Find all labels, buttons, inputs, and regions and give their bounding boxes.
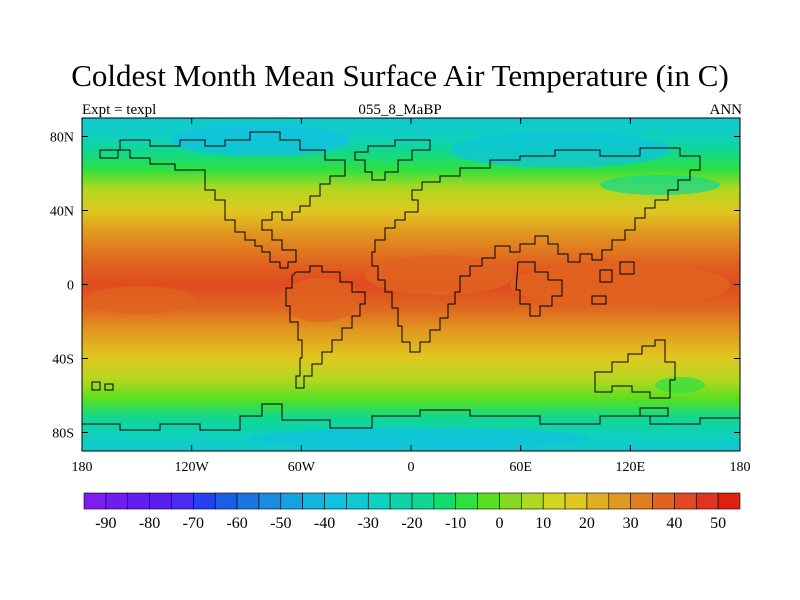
east-asia-cool-region bbox=[600, 175, 720, 195]
colorbar-label: -60 bbox=[226, 515, 247, 532]
colorbar-swatch bbox=[542, 492, 566, 510]
colorbar: -90 -80 -70 -60 -50 -40 -30 -20 -10 0 10 20 30 40 50 bbox=[83, 492, 741, 532]
small-islands-outline bbox=[91, 381, 669, 417]
colorbar-swatch bbox=[717, 492, 741, 510]
y-tick-label: 80S bbox=[52, 427, 74, 442]
north-america-outline bbox=[99, 131, 346, 269]
colorbar-swatch bbox=[521, 492, 544, 510]
colorbar-swatch bbox=[389, 492, 413, 510]
colorbar-swatch bbox=[214, 492, 238, 510]
colorbar-label: -50 bbox=[270, 515, 291, 532]
colorbar-swatch bbox=[280, 492, 303, 510]
colorbar-label: 20 bbox=[579, 515, 595, 532]
colorbar-label: 30 bbox=[623, 515, 639, 532]
colorbar-swatch bbox=[586, 492, 610, 510]
south-america-outline bbox=[285, 265, 366, 389]
x-tick-label: 0 bbox=[408, 460, 415, 475]
australia-cool-region bbox=[655, 377, 705, 393]
colorbar-label: 0 bbox=[495, 515, 503, 532]
y-tick-label: 0 bbox=[67, 279, 74, 294]
colorbar-swatch bbox=[411, 492, 435, 510]
colorbar-label: -30 bbox=[358, 515, 379, 532]
antarctic-cold-region bbox=[250, 428, 590, 448]
colorbar-label: 10 bbox=[535, 515, 551, 532]
x-tick-label: 60W bbox=[288, 460, 316, 475]
colorbar-swatch bbox=[455, 492, 478, 510]
south-america-warm-region bbox=[280, 278, 360, 322]
colorbar-swatch bbox=[149, 492, 172, 510]
y-tick-label: 80N bbox=[50, 131, 74, 146]
x-tick-label: 120E bbox=[616, 460, 646, 475]
colorbar-swatch bbox=[193, 492, 216, 510]
antarctica-outline bbox=[82, 403, 740, 431]
map-title: Coldest Month Mean Surface Air Temperatu… bbox=[71, 58, 729, 93]
colorbar-swatch bbox=[346, 492, 369, 510]
colorbar-label: -80 bbox=[139, 515, 160, 532]
colorbar-swatch bbox=[127, 492, 150, 510]
colorbar-swatch bbox=[652, 492, 675, 510]
africa-warm-region bbox=[365, 255, 515, 295]
asia-islands-outline bbox=[591, 261, 635, 305]
indo-pacific-warm-region bbox=[510, 263, 730, 307]
colorbar-swatch bbox=[433, 492, 457, 510]
colorbar-label: -40 bbox=[314, 515, 335, 532]
colorbar-swatch bbox=[324, 492, 347, 510]
colorbar-swatch bbox=[236, 492, 260, 510]
australia-outline bbox=[594, 339, 676, 399]
india-outline bbox=[515, 261, 563, 317]
axis-ticks: 180 120W 60W 0 60E 120E 180 80N 40N 0 40S 80S bbox=[50, 118, 751, 475]
colorbar-swatch bbox=[674, 492, 697, 510]
colorbar-label: 50 bbox=[710, 515, 726, 532]
colorbar-label: -90 bbox=[95, 515, 116, 532]
x-tick-label: 180 bbox=[730, 460, 751, 475]
colorbar-swatch bbox=[302, 492, 325, 510]
colorbar-label: -10 bbox=[445, 515, 466, 532]
colorbar-swatch bbox=[367, 492, 391, 510]
eurasia-africa-outline bbox=[371, 147, 701, 353]
colorbar-swatch bbox=[83, 492, 107, 510]
colorbar-swatch bbox=[105, 492, 129, 510]
coastlines bbox=[82, 131, 740, 431]
x-tick-label: 180 bbox=[72, 460, 93, 475]
pacific-warm-pool bbox=[85, 286, 195, 314]
north-america-cold-region bbox=[170, 124, 350, 156]
colorbar-label: 40 bbox=[666, 515, 682, 532]
x-tick-label: 120W bbox=[175, 460, 210, 475]
colorbar-swatch bbox=[630, 492, 653, 510]
season-label: ANN bbox=[709, 102, 743, 118]
colorbar-swatch bbox=[258, 492, 282, 510]
colorbar-swatch bbox=[695, 492, 719, 510]
colorbar-swatch bbox=[171, 492, 194, 510]
colorbar-label: -20 bbox=[401, 515, 422, 532]
experiment-label: Expt = texpl bbox=[82, 102, 157, 118]
time-slice-label: 055_8_MaBP bbox=[358, 102, 442, 118]
colorbar-swatch bbox=[564, 492, 588, 510]
colorbar-label: -70 bbox=[183, 515, 204, 532]
y-tick-label: 40S bbox=[52, 353, 74, 368]
y-tick-label: 40N bbox=[50, 205, 74, 220]
greenland-outline bbox=[354, 139, 431, 181]
colorbar-swatch bbox=[608, 492, 631, 510]
x-tick-label: 60E bbox=[509, 460, 532, 475]
colorbar-swatch bbox=[499, 492, 522, 510]
map-plot-area bbox=[82, 118, 740, 451]
colorbar-swatch bbox=[477, 492, 500, 510]
